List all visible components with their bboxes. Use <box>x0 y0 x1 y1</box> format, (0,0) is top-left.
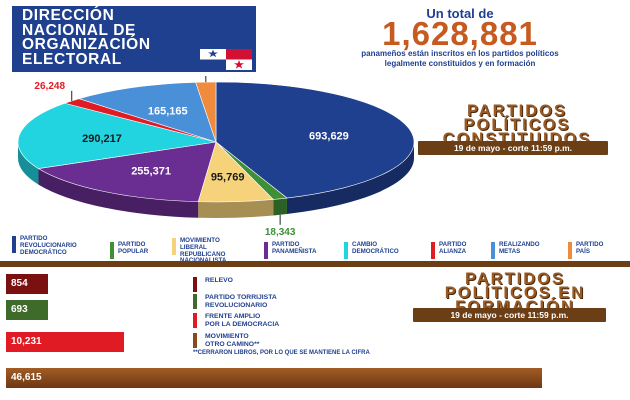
legend-line: PARTIDO <box>118 241 146 248</box>
legend-line: METAS <box>499 247 521 255</box>
legend-item-panamenista: PARTIDO PANAMEÑISTA <box>264 241 317 259</box>
legend-line: FRENTE AMPLIO <box>205 313 261 320</box>
legend-line: REALIZANDO <box>499 241 540 248</box>
legend-line: PARTIDO <box>576 241 604 248</box>
legend-line: MOVIMIENTO <box>180 237 220 244</box>
legend-swatch <box>264 242 268 259</box>
total-number: 1,628,881 <box>382 15 538 52</box>
header-title-line: ORGANIZACIÓN <box>22 36 151 53</box>
legend-item-cambio-democratico: CAMBIO DEMOCRÁTICO <box>344 241 399 259</box>
legend-swatch <box>193 294 197 309</box>
pie-slice-side <box>286 142 414 215</box>
pie-slice <box>78 82 217 143</box>
legend-line: MOVIMIENTO <box>205 333 249 340</box>
legend-swatch <box>193 333 197 348</box>
legend-line: PARTIDO <box>439 241 467 248</box>
legend-swatch <box>491 242 495 259</box>
pie-slice-side <box>273 198 287 216</box>
legend-line: PAÍS <box>576 247 590 255</box>
constituidos-title-line: POLÍTICOS <box>463 116 571 134</box>
formacion-legend-torrijista: PARTIDO TORRIJISTA REVOLUCIONARIO <box>193 294 345 309</box>
legend-line: PANAMEÑISTA <box>272 247 317 255</box>
legend-line: NACIONALISTA <box>180 258 226 265</box>
legend-swatch <box>193 277 197 292</box>
legend-line: RELEVO <box>205 277 233 284</box>
pie-chart: 693,629 18,343 95,769 255,371 290,217 26,248 1… <box>17 76 415 238</box>
legend-line: REVOLUCIONARIO <box>20 241 77 249</box>
legend-line: ALIANZA <box>439 247 467 255</box>
formacion-legend-frente-amplio: FRENTE AMPLIO POR LA DEMOCRACIA <box>193 313 345 328</box>
legend-swatch <box>193 313 197 328</box>
pie-slice <box>17 102 217 169</box>
legend-swatch <box>568 242 572 259</box>
legend-item-realizando-metas: REALIZANDO METAS <box>491 241 540 259</box>
total-prefix: Un total de <box>426 6 494 21</box>
legend-swatch <box>344 242 348 259</box>
pie-slice-side <box>38 168 199 218</box>
legend-line: PARTIDO TORRIJISTA <box>205 294 277 301</box>
legend-swatch <box>431 242 435 259</box>
legend-item-prd: PARTIDO REVOLUCIONARIO DEMOCRÁTICO <box>12 235 77 256</box>
pie-value-label: 165,165 <box>148 105 188 117</box>
formacion-title-line: POLÍTICOS EN <box>444 284 586 302</box>
total-subtitle-line: legalmente constituidos y en formación <box>384 58 536 68</box>
legend-swatch <box>172 238 176 255</box>
legend-line: CAMBIO <box>352 241 378 248</box>
total-subtitle-line: panameños están inscritos en los partido… <box>361 49 559 58</box>
legend-line: OTRO CAMINO** <box>205 340 260 348</box>
pie-slice <box>215 81 415 199</box>
formacion-note: **CERRARON LIBROS, POR LO QUE SE MANTIEN… <box>193 350 370 356</box>
legend-item-alianza: PARTIDO ALIANZA <box>431 241 467 259</box>
pie-value-label: 290,217 <box>82 133 122 145</box>
pie-value-label: 255,371 <box>131 166 171 178</box>
header-title-line: DIRECCIÓN <box>22 7 115 24</box>
legend-line: PARTIDO <box>272 241 300 248</box>
header-title-line: ELECTORAL <box>22 50 122 68</box>
pie-slice-side <box>198 199 274 218</box>
formacion-legend-otro-camino: MOVIMIENTO OTRO CAMINO** <box>193 333 345 348</box>
legend-line: DEMOCRÁTICO <box>20 248 67 256</box>
legend-item-popular: PARTIDO POPULAR <box>110 241 149 259</box>
legend-line: REPUBLICANO <box>180 250 226 258</box>
formacion-bar: 693 <box>6 300 48 320</box>
pie-slice-side <box>18 142 39 185</box>
constituidos-title: PARTIDOS POLÍTICOS CONSTITUIDOS <box>412 102 622 148</box>
legend-line: LIBERAL <box>180 243 207 251</box>
section-divider <box>0 261 630 267</box>
legend-item-molirena: MOVIMIENTO LIBERAL REPUBLICANO NACIONALI… <box>172 237 226 265</box>
header-title-line: NACIONAL DE <box>22 21 136 39</box>
pie-slice <box>37 141 217 203</box>
pie-value-label: 95,769 <box>211 172 245 184</box>
panama-flag-icon <box>200 49 252 70</box>
constituidos-date-badge: 19 de mayo - corte 11:59 p.m. <box>418 141 608 155</box>
legend-line: PARTIDO <box>20 235 48 242</box>
formacion-bar: 46,615 <box>6 368 542 388</box>
formacion-bar: 854 <box>6 274 48 294</box>
total-subtitle: panameños están inscritos en los partido… <box>280 49 630 68</box>
formacion-legend-relevo: RELEVO <box>193 277 345 292</box>
constituidos-title-line: PARTIDOS <box>466 102 568 120</box>
formacion-date-badge: 19 de mayo - corte 11:59 p.m. <box>413 308 606 322</box>
legend-swatch <box>12 236 16 253</box>
legend-swatch <box>110 242 114 259</box>
header-title: DIRECCIÓN NACIONAL DE ORGANIZACIÓN ELECT… <box>22 7 258 68</box>
formacion-bar: 10,231 <box>6 332 124 352</box>
pie-legend: PARTIDO REVOLUCIONARIO DEMOCRÁTICO PARTI… <box>0 235 630 264</box>
pie-value-label: 18,343 <box>265 227 296 238</box>
pie-value-label: 26,248 <box>34 81 65 92</box>
pie-value-label: 693,629 <box>309 131 349 143</box>
legend-item-pais: PARTIDO PAÍS <box>568 241 604 259</box>
formacion-title-line: PARTIDOS <box>464 270 566 288</box>
legend-line: DEMOCRÁTICO <box>352 247 399 255</box>
legend-line: POPULAR <box>118 247 149 255</box>
legend-line: REVOLUCIONARIO <box>205 301 268 309</box>
legend-line: POR LA DEMOCRACIA <box>205 320 280 328</box>
